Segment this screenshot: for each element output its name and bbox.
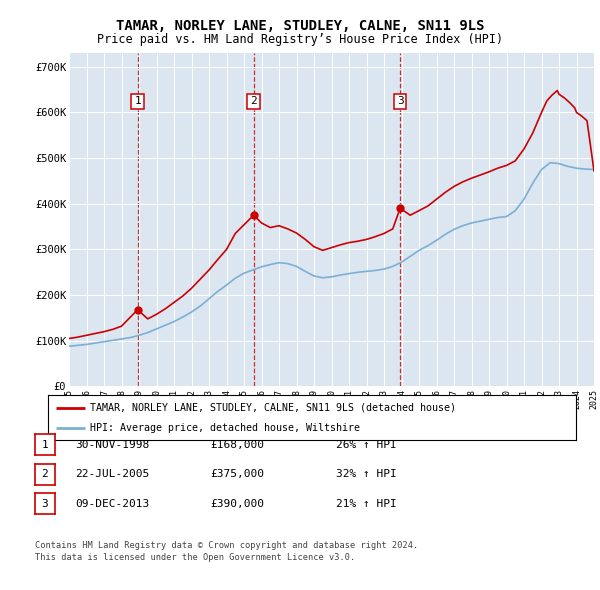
Text: £375,000: £375,000: [210, 470, 264, 479]
Text: £168,000: £168,000: [210, 440, 264, 450]
Text: 32% ↑ HPI: 32% ↑ HPI: [336, 470, 397, 479]
Text: 3: 3: [397, 96, 403, 106]
Text: £390,000: £390,000: [210, 499, 264, 509]
Text: Price paid vs. HM Land Registry’s House Price Index (HPI): Price paid vs. HM Land Registry’s House …: [97, 33, 503, 46]
Text: 22-JUL-2005: 22-JUL-2005: [75, 470, 149, 479]
Text: 26% ↑ HPI: 26% ↑ HPI: [336, 440, 397, 450]
Text: 30-NOV-1998: 30-NOV-1998: [75, 440, 149, 450]
Text: 1: 1: [41, 440, 48, 450]
Text: Contains HM Land Registry data © Crown copyright and database right 2024.: Contains HM Land Registry data © Crown c…: [35, 541, 418, 550]
Text: TAMAR, NORLEY LANE, STUDLEY, CALNE, SN11 9LS: TAMAR, NORLEY LANE, STUDLEY, CALNE, SN11…: [116, 19, 484, 33]
Text: 09-DEC-2013: 09-DEC-2013: [75, 499, 149, 509]
Text: TAMAR, NORLEY LANE, STUDLEY, CALNE, SN11 9LS (detached house): TAMAR, NORLEY LANE, STUDLEY, CALNE, SN11…: [90, 403, 456, 412]
Text: 3: 3: [41, 499, 48, 509]
Text: 2: 2: [41, 470, 48, 479]
Text: 1: 1: [134, 96, 141, 106]
Text: 21% ↑ HPI: 21% ↑ HPI: [336, 499, 397, 509]
Text: HPI: Average price, detached house, Wiltshire: HPI: Average price, detached house, Wilt…: [90, 424, 360, 434]
Text: This data is licensed under the Open Government Licence v3.0.: This data is licensed under the Open Gov…: [35, 553, 355, 562]
Text: 2: 2: [250, 96, 257, 106]
